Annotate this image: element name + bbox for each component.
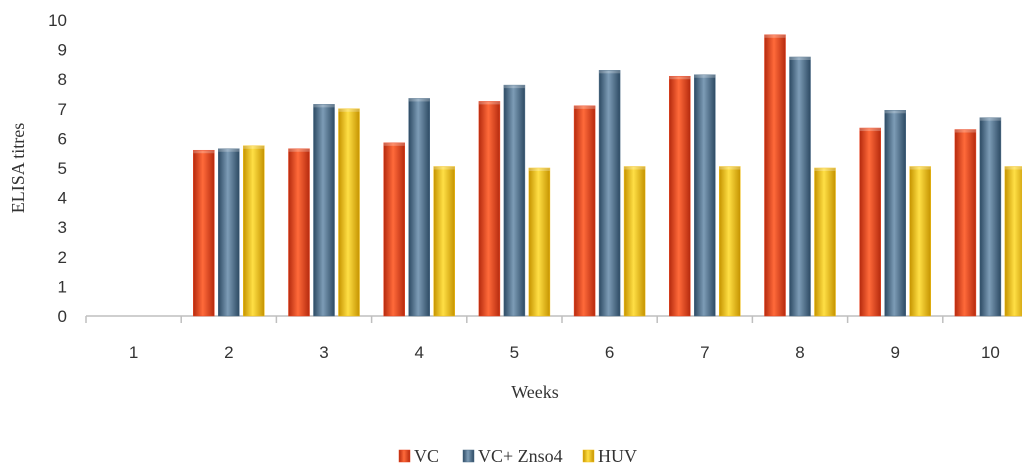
y-tick-label: 0 [58, 307, 67, 326]
x-tick-label: 5 [510, 343, 519, 362]
bar-cap [503, 85, 525, 89]
bar-cap [669, 76, 691, 80]
bar-huv-week-4 [433, 166, 455, 317]
x-tick-label: 3 [319, 343, 328, 362]
bar-vc-znso4-week-9 [884, 110, 906, 317]
bar-cap [719, 166, 741, 170]
y-tick-label: 1 [58, 277, 67, 296]
y-tick-label: 9 [58, 41, 67, 60]
bar-cap [288, 148, 310, 152]
bar-cap [193, 150, 215, 154]
bar-vc-week-2 [193, 149, 215, 317]
y-tick-label: 7 [58, 100, 67, 119]
legend-swatch-vc-znso4 [462, 449, 475, 463]
legend-swatch-vc [398, 449, 411, 463]
bar-vc-week-5 [478, 101, 501, 317]
x-tick-label: 7 [700, 343, 709, 362]
bar-cap [954, 129, 976, 133]
x-tick-label: 8 [795, 343, 804, 362]
x-tick-label: 10 [981, 343, 1000, 362]
bar-vc-week-6 [573, 105, 596, 317]
legend-label: HUV [598, 446, 637, 466]
bar-cap [243, 145, 265, 149]
bar-vc-znso4-week-4 [408, 98, 430, 317]
bar-cap [979, 117, 1001, 121]
bar-cap [338, 108, 360, 112]
bar-cap [313, 104, 335, 108]
bar-huv-week-7 [719, 166, 741, 317]
x-tick-label: 6 [605, 343, 614, 362]
bar-vc-znso4-week-5 [503, 84, 526, 317]
bar-cap [694, 74, 716, 78]
bar-huv-week-6 [623, 166, 646, 317]
bar-cap [574, 105, 596, 109]
y-tick-label: 5 [58, 159, 67, 178]
y-tick-label: 2 [58, 248, 67, 267]
bar-vc-week-8 [764, 34, 786, 317]
bar-cap [599, 70, 621, 74]
legend-swatch-huv [582, 449, 595, 463]
bar-cap [789, 57, 811, 60]
bar-cap [1004, 166, 1022, 170]
x-tick-label: 1 [129, 343, 138, 362]
legend: VC VC+ Znso4 HUV [398, 446, 637, 466]
y-tick-label: 8 [58, 70, 67, 89]
bar-vc-znso4-week-2 [218, 148, 240, 317]
bar-cap [859, 128, 881, 132]
bar-cap [909, 166, 931, 170]
y-tick-label: 3 [58, 218, 67, 237]
bar-vc-znso4-week-6 [598, 70, 621, 317]
bar-cap [764, 34, 786, 38]
x-tick-label: 4 [414, 343, 423, 362]
bar-vc-week-7 [669, 75, 691, 317]
bar-huv-week-8 [814, 167, 836, 317]
legend-label: VC [414, 446, 439, 466]
x-tick-label: 2 [224, 343, 233, 362]
x-axis-ticks: 1 2 3 4 5 6 7 8 9 10 [129, 343, 1000, 362]
x-tick-label: 9 [890, 343, 899, 362]
bar-cap [218, 148, 240, 152]
bar-huv-week-5 [528, 167, 551, 317]
bar-vc-znso4-week-10 [979, 117, 1002, 317]
bar-cap [408, 98, 430, 102]
bar-vc-znso4-week-8 [789, 56, 811, 317]
bars [193, 34, 1022, 317]
bar-cap [624, 166, 646, 170]
bar-vc-znso4-week-7 [694, 74, 716, 317]
bar-cap [383, 142, 405, 146]
y-tick-label: 6 [58, 129, 67, 148]
x-axis-category-ticks [85, 316, 944, 323]
bar-cap [433, 166, 455, 170]
bar-vc-week-9 [859, 127, 881, 317]
x-axis-title: Weeks [511, 382, 559, 402]
bar-cap [478, 101, 500, 105]
bar-cap [884, 110, 906, 114]
bar-huv-week-2 [243, 145, 265, 317]
y-axis-ticks: 0 1 2 3 4 5 6 7 8 9 10 [48, 11, 67, 326]
y-axis-title: ELISA titres [8, 123, 28, 214]
bar-vc-week-10 [954, 129, 977, 317]
y-tick-label: 4 [58, 189, 67, 208]
bar-vc-week-4 [383, 142, 405, 317]
bar-cap [528, 168, 550, 171]
bar-cap [814, 168, 836, 171]
bar-huv-week-9 [909, 166, 931, 317]
bar-vc-znso4-week-3 [313, 104, 335, 317]
bar-huv-week-3 [338, 108, 360, 317]
bar-huv-week-10 [1004, 166, 1022, 317]
legend-label: VC+ Znso4 [478, 446, 563, 466]
bar-vc-week-3 [288, 148, 310, 317]
y-tick-label: 10 [48, 11, 67, 30]
